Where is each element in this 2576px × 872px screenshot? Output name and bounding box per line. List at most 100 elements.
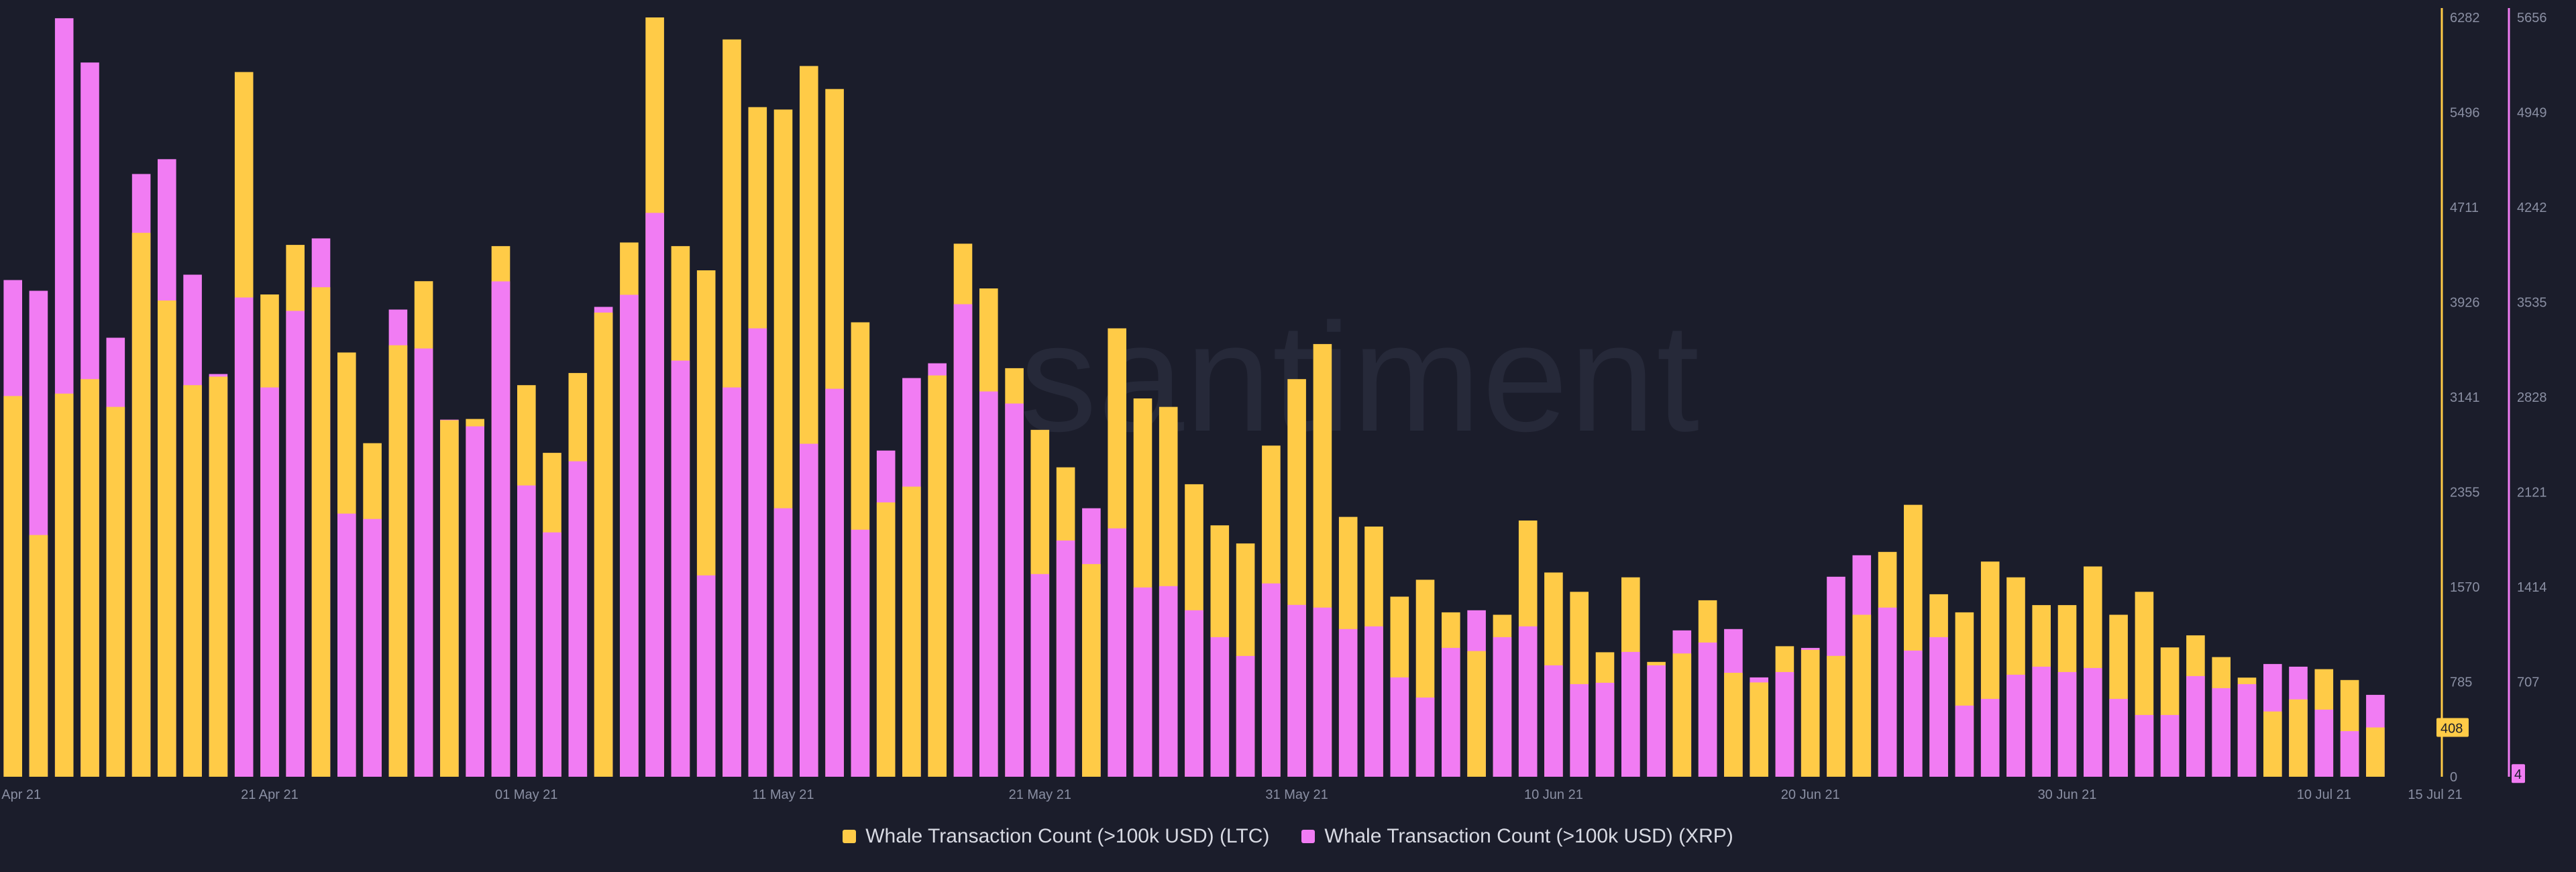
y-tick-label-ltc: 785 <box>2450 675 2472 690</box>
bar-xrp <box>800 443 818 777</box>
x-tick-label: 31 May 21 <box>1265 787 1328 802</box>
bar-ltc <box>1852 614 1872 777</box>
bar-ltc <box>2366 727 2385 777</box>
bar-xrp <box>748 328 767 777</box>
bar-ltc <box>1724 673 1743 777</box>
bar-xrp <box>1570 684 1589 777</box>
bar-xrp <box>2006 674 2025 777</box>
bar-xrp <box>645 213 664 777</box>
bar-xrp <box>1904 650 1923 777</box>
bar-xrp <box>1262 583 1281 777</box>
y-tick-label-xrp: 4949 <box>2517 106 2547 121</box>
x-tick-label: 11 Apr 21 <box>0 787 41 802</box>
y-tick-label-ltc: 3926 <box>2450 296 2480 311</box>
x-tick-label: 15 Jul 21 <box>2408 787 2462 802</box>
bar-ltc <box>1827 655 1845 777</box>
bar-xrp <box>1313 607 1332 777</box>
bar-ltc <box>209 376 228 777</box>
legend-label-ltc: Whale Transaction Count (>100k USD) (LTC… <box>865 825 1270 847</box>
bar-xrp <box>517 485 536 777</box>
y-tick-label-xrp: 2121 <box>2517 486 2547 500</box>
bar-xrp <box>1544 665 1563 777</box>
y-tick-label-ltc: 5496 <box>2450 106 2480 121</box>
bar-xrp <box>1364 626 1383 777</box>
bar-xrp <box>1236 655 1255 777</box>
current-value-label-ltc: 408 <box>2440 722 2463 737</box>
bar-xrp <box>363 519 382 777</box>
bar-ltc <box>928 375 947 777</box>
y-tick-label-xrp: 1414 <box>2517 580 2547 595</box>
bar-xrp <box>1980 698 2000 777</box>
current-value-badge-xrp <box>2512 764 2525 783</box>
bar-ltc <box>902 486 921 777</box>
bar-xrp <box>491 281 511 777</box>
bar-xrp <box>1518 626 1538 777</box>
bar-xrp <box>1159 586 1178 777</box>
bar-xrp <box>2314 709 2334 777</box>
current-value-label-xrp: 4 <box>2514 767 2522 782</box>
y-tick-label-xrp: 2828 <box>2517 390 2547 405</box>
bar-xrp <box>953 304 973 777</box>
bar-ltc <box>80 379 99 777</box>
legend-item-ltc[interactable]: Whale Transaction Count (>100k USD) (LTC… <box>843 825 1269 848</box>
bar-ltc <box>1750 682 1768 777</box>
bar-xrp <box>286 311 305 777</box>
y-tick-label-ltc: 3141 <box>2450 390 2480 405</box>
x-tick-label: 10 Jul 21 <box>2297 787 2351 802</box>
bar-xrp <box>1287 604 1306 777</box>
bar-xrp <box>1929 637 1948 777</box>
bar-ltc <box>3 396 23 777</box>
bar-xrp <box>1442 647 1460 777</box>
bar-xrp <box>568 461 588 777</box>
bar-xrp <box>2109 698 2128 777</box>
x-tick-label: 21 Apr 21 <box>241 787 299 802</box>
bar-xrp <box>1621 651 1640 777</box>
bar-ltc <box>440 420 459 777</box>
bar-xrp <box>1108 528 1126 777</box>
bar-ltc <box>311 287 331 777</box>
bar-xrp <box>1005 403 1024 777</box>
bar-xrp <box>234 297 254 777</box>
bar-xrp <box>1493 637 1512 777</box>
bar-ltc <box>29 535 48 777</box>
bar-xrp <box>1185 610 1203 777</box>
bar-xrp <box>1210 637 1230 777</box>
bar-xrp <box>543 532 561 777</box>
bar-xrp <box>1338 629 1358 777</box>
y-tick-label-ltc: 6282 <box>2450 11 2480 25</box>
santiment-watermark: santiment <box>1020 291 1701 464</box>
x-tick-label: 21 May 21 <box>1009 787 1071 802</box>
bar-xrp <box>1878 607 1897 777</box>
bar-xrp <box>2032 666 2051 777</box>
y-tick-label-xrp: 707 <box>2517 675 2539 690</box>
y-tick-label-xrp: 5656 <box>2517 11 2547 25</box>
bar-xrp <box>825 388 844 777</box>
bar-xrp <box>671 360 690 777</box>
bar-xrp <box>2340 731 2359 777</box>
bar-xrp <box>1955 705 1974 777</box>
legend-swatch-xrp <box>1301 830 1316 843</box>
bar-xrp <box>1775 671 1794 777</box>
bar-ltc <box>2289 699 2308 777</box>
bar-xrp <box>2084 667 2102 777</box>
bar-ltc <box>131 233 151 777</box>
y-tick-label-ltc: 1570 <box>2450 580 2480 595</box>
y-tick-label-xrp: 3535 <box>2517 296 2547 311</box>
x-tick-label: 30 Jun 21 <box>2038 787 2097 802</box>
bar-xrp <box>1595 682 1615 777</box>
y-tick-label-ltc: 0 <box>2450 770 2457 785</box>
bar-xrp <box>1056 540 1075 777</box>
bar-xrp <box>2212 688 2231 777</box>
bar-xrp <box>2135 714 2154 777</box>
bar-xrp <box>466 426 484 777</box>
bar-ltc <box>1672 653 1692 777</box>
bar-xrp <box>620 294 639 777</box>
bar-xrp <box>851 529 870 777</box>
bar-xrp <box>1647 665 1666 777</box>
bar-xrp <box>773 508 793 777</box>
legend-item-xrp[interactable]: Whale Transaction Count (>100k USD) (XRP… <box>1301 825 1733 848</box>
bar-ltc <box>876 502 896 777</box>
bar-ltc <box>388 345 408 777</box>
bar-ltc <box>2263 711 2282 777</box>
